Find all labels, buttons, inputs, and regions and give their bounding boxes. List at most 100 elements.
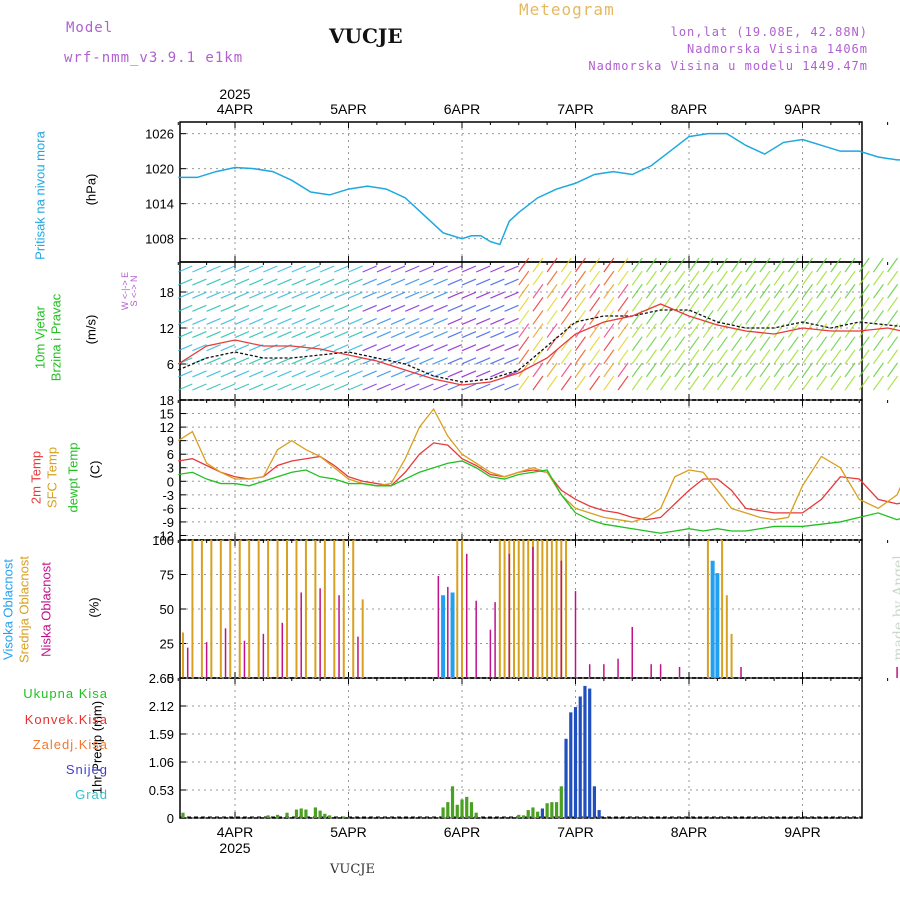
- wind-barb: [603, 362, 615, 378]
- wind-barb: [206, 344, 221, 352]
- wind-barb: [702, 270, 714, 286]
- wind-barb: [802, 283, 813, 299]
- wind-barb: [816, 257, 828, 273]
- wind-barb: [802, 362, 813, 378]
- wind-barb: [291, 304, 306, 312]
- wind-barb: [263, 357, 278, 365]
- wind-barb: [645, 349, 657, 365]
- wind-barb: [490, 304, 505, 312]
- wind-barb: [688, 257, 700, 273]
- wind-barb: [220, 331, 236, 339]
- wind-barb: [490, 383, 505, 391]
- wind-barb: [589, 349, 601, 365]
- wind-barb: [305, 357, 321, 365]
- precip-bar: [327, 815, 332, 818]
- wind-barb: [405, 317, 420, 325]
- wind-barb: [617, 349, 629, 365]
- wind-barb: [674, 362, 686, 378]
- wind-barb: [858, 362, 870, 378]
- bottom-year-label: 2025: [219, 840, 250, 856]
- wind-barb: [348, 304, 363, 312]
- wind-barb: [234, 357, 250, 365]
- wind-barb: [546, 257, 558, 273]
- wind-barb: [716, 296, 728, 312]
- wind-barb: [376, 383, 392, 391]
- precip-bar: [181, 812, 185, 818]
- wind-barb: [461, 278, 477, 286]
- wind-barb: [433, 291, 448, 299]
- wind-barb: [745, 349, 757, 365]
- wind-barb: [589, 283, 601, 299]
- wind-barb: [731, 375, 743, 391]
- wind-barb: [816, 283, 828, 299]
- wind-barb: [319, 304, 335, 312]
- wind-barb: [277, 383, 292, 391]
- precip-bar: [573, 707, 578, 818]
- wind-barb: [234, 304, 250, 312]
- wind-barb: [248, 278, 264, 286]
- wind-barb: [277, 291, 292, 299]
- wind-barb: [305, 383, 321, 391]
- wind-barb: [575, 296, 586, 312]
- wind-barb: [745, 257, 757, 273]
- panel-frame-temperature: [179, 399, 863, 541]
- wind-barb: [887, 336, 899, 352]
- wind-barb: [589, 270, 601, 286]
- wind-barb: [631, 362, 643, 378]
- y-tick-label: -12: [155, 528, 174, 543]
- wind-barb: [348, 344, 363, 352]
- wind-barb: [390, 317, 406, 325]
- wind-barb: [674, 270, 686, 286]
- wind-barb: [220, 278, 236, 286]
- wind-barb: [178, 304, 193, 312]
- wind-barb: [830, 283, 842, 299]
- wind-barb: [334, 383, 349, 391]
- wind-barb: [192, 304, 207, 312]
- precip-bar: [540, 808, 544, 818]
- y-tick-label: 12: [160, 321, 174, 336]
- wind-barb: [319, 265, 335, 273]
- wind-barb: [759, 362, 771, 378]
- wind-barb: [277, 357, 292, 365]
- wind-barb: [405, 304, 420, 312]
- wind-barb: [206, 383, 221, 391]
- wind-barb: [433, 265, 448, 273]
- wind-barb: [731, 283, 743, 299]
- precip-bar: [517, 814, 521, 818]
- bottom-day-label: 4APR: [217, 824, 254, 840]
- wind-barb: [419, 357, 434, 365]
- wind-barb: [844, 349, 856, 365]
- wind-barb: [263, 291, 278, 299]
- wind-barb: [674, 257, 686, 273]
- wind-barb: [178, 291, 193, 299]
- wind-barb: [830, 375, 842, 391]
- wind-barb: [773, 283, 785, 299]
- wind-barb: [688, 362, 700, 378]
- wind-barb: [660, 257, 672, 273]
- wind-barb: [518, 349, 530, 365]
- y-tick-label: 15: [160, 407, 174, 422]
- wind-barb: [490, 357, 505, 365]
- wind-barb: [887, 270, 899, 286]
- wind-barb: [305, 370, 321, 378]
- wind-barb: [461, 304, 477, 312]
- temperature-line: [178, 460, 900, 534]
- wind-barb: [702, 349, 714, 365]
- wind-barb: [461, 370, 477, 378]
- top-day-label: 9APR: [784, 101, 821, 117]
- wind-barb: [858, 296, 870, 312]
- precip-bar: [446, 802, 450, 818]
- wind-barb: [745, 310, 757, 325]
- wind-barb: [447, 331, 463, 339]
- wind-barb: [263, 383, 278, 391]
- wind-barb: [731, 362, 743, 378]
- wind-barb: [546, 310, 558, 325]
- wind-barb: [844, 375, 856, 391]
- wind-barb: [234, 265, 250, 273]
- y-tick-label: 9: [167, 434, 174, 449]
- wind-barb: [362, 291, 377, 299]
- wind-barb: [305, 265, 321, 273]
- wind-barb: [532, 375, 544, 391]
- wind-barb: [773, 349, 785, 365]
- wind-barb: [759, 375, 771, 391]
